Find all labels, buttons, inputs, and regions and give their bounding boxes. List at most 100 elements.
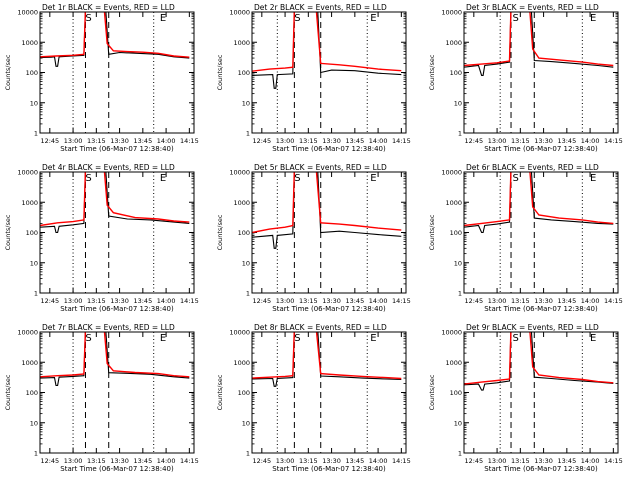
panel-title: Det 3r BLACK = Events, RED = LLD	[466, 3, 599, 12]
x-tick-label: 13:00	[488, 457, 507, 465]
x-tick-label: 14:00	[157, 297, 176, 305]
events-series-line	[252, 332, 402, 387]
y-tick-label: 100	[238, 69, 250, 77]
y-axis-label: Counts/sec	[428, 374, 436, 410]
events-series-line	[252, 172, 402, 249]
x-tick-label: 14:15	[604, 297, 623, 305]
x-tick-label: 12:45	[252, 137, 271, 145]
y-tick-label: 1	[458, 290, 462, 298]
y-tick-label: 1	[34, 450, 38, 458]
x-tick-label: 13:45	[133, 137, 152, 145]
y-tick-label: 10	[30, 419, 38, 427]
x-tick-label: 14:15	[180, 457, 199, 465]
events-series-line	[40, 12, 190, 67]
x-tick-label: 13:45	[133, 457, 152, 465]
detector-panel: Det 5r BLACK = Events, RED = LLD Counts/s…	[216, 163, 411, 313]
panel-title: Det 7r BLACK = Events, RED = LLD	[42, 323, 175, 332]
x-axis-label: Start Time (06-Mar-07 12:38:40)	[272, 305, 386, 313]
panel-title: Det 2r BLACK = Events, RED = LLD	[254, 3, 387, 12]
x-tick-label: 13:30	[534, 137, 553, 145]
y-tick-label: 1	[458, 130, 462, 138]
plot-frame	[39, 11, 195, 134]
x-tick-label: 14:15	[604, 457, 623, 465]
plot-frame	[463, 11, 619, 134]
x-tick-label: 13:00	[64, 457, 83, 465]
x-tick-label: 13:30	[110, 297, 129, 305]
x-axis-label: Start Time (06-Mar-07 12:38:40)	[60, 465, 174, 473]
x-tick-label: 13:45	[345, 137, 364, 145]
x-tick-label: 13:15	[511, 137, 530, 145]
y-axis-label: Counts/sec	[428, 54, 436, 90]
plot-frame	[251, 171, 407, 294]
lld-series-line	[252, 12, 402, 72]
lld-series-line	[464, 12, 614, 67]
y-tick-label: 1	[34, 290, 38, 298]
x-tick-label: 14:00	[581, 457, 600, 465]
x-tick-label: 12:45	[40, 297, 59, 305]
interval-marker-label: S	[85, 13, 91, 24]
y-tick-label: 100	[26, 229, 38, 237]
y-tick-label: 1	[458, 450, 462, 458]
plot-frame	[39, 171, 195, 294]
detector-panel: Det 6r BLACK = Events, RED = LLD Counts/s…	[428, 163, 623, 313]
interval-marker-label: S	[294, 13, 300, 24]
y-tick-label: 100	[450, 389, 462, 397]
y-tick-label: 1000	[233, 39, 250, 47]
x-tick-label: 13:15	[299, 137, 318, 145]
y-tick-label: 10000	[17, 329, 38, 337]
interval-marker-label: S	[512, 13, 518, 24]
x-tick-label: 12:45	[252, 457, 271, 465]
x-tick-label: 14:00	[581, 297, 600, 305]
x-tick-label: 13:00	[276, 457, 295, 465]
detector-panel: Det 3r BLACK = Events, RED = LLD Counts/s…	[428, 3, 623, 153]
x-tick-label: 14:00	[369, 137, 388, 145]
y-axis-label: Counts/sec	[4, 214, 12, 250]
x-tick-label: 14:00	[157, 137, 176, 145]
x-tick-label: 12:45	[464, 137, 483, 145]
x-axis-label: Start Time (06-Mar-07 12:38:40)	[484, 305, 598, 313]
y-tick-label: 1000	[445, 359, 462, 367]
x-tick-label: 14:15	[180, 297, 199, 305]
interval-marker-label: E	[160, 173, 166, 184]
x-axis-label: Start Time (06-Mar-07 12:38:40)	[60, 305, 174, 313]
y-tick-label: 10	[30, 259, 38, 267]
x-tick-label: 14:00	[369, 457, 388, 465]
y-tick-label: 1000	[233, 359, 250, 367]
x-tick-label: 13:30	[322, 297, 341, 305]
x-tick-label: 13:30	[322, 137, 341, 145]
panel-title: Det 9r BLACK = Events, RED = LLD	[466, 323, 599, 332]
detector-panel: Det 1r BLACK = Events, RED = LLD Counts/s…	[4, 3, 199, 153]
interval-marker-label: S	[294, 333, 300, 344]
interval-marker-label: E	[370, 333, 376, 344]
detector-panel: Det 9r BLACK = Events, RED = LLD Counts/s…	[428, 323, 623, 473]
y-tick-label: 1000	[445, 39, 462, 47]
x-axis-label: Start Time (06-Mar-07 12:38:40)	[272, 465, 386, 473]
y-tick-label: 1	[246, 290, 250, 298]
interval-marker-label: E	[590, 173, 596, 184]
x-tick-label: 13:00	[276, 137, 295, 145]
x-tick-label: 13:15	[87, 297, 106, 305]
x-tick-label: 14:15	[604, 137, 623, 145]
panel-title: Det 5r BLACK = Events, RED = LLD	[254, 163, 387, 172]
plot-frame	[251, 11, 407, 134]
detector-panel: Det 4r BLACK = Events, RED = LLD Counts/s…	[4, 163, 199, 313]
x-tick-label: 14:15	[392, 297, 411, 305]
y-tick-label: 100	[26, 389, 38, 397]
interval-marker-label: E	[590, 333, 596, 344]
x-tick-label: 13:15	[87, 137, 106, 145]
x-axis-label: Start Time (06-Mar-07 12:38:40)	[272, 145, 386, 153]
x-tick-label: 14:15	[392, 457, 411, 465]
interval-marker-label: S	[294, 173, 300, 184]
x-tick-label: 12:45	[40, 457, 59, 465]
x-tick-label: 14:15	[392, 137, 411, 145]
y-tick-label: 100	[450, 69, 462, 77]
plot-frame	[251, 331, 407, 454]
y-tick-label: 10	[454, 419, 462, 427]
y-tick-label: 1000	[21, 359, 38, 367]
y-tick-label: 10	[454, 259, 462, 267]
y-tick-label: 1000	[21, 199, 38, 207]
x-tick-label: 13:00	[64, 297, 83, 305]
y-axis-label: Counts/sec	[4, 54, 12, 90]
y-tick-label: 10	[30, 99, 38, 107]
y-tick-label: 10	[242, 259, 250, 267]
